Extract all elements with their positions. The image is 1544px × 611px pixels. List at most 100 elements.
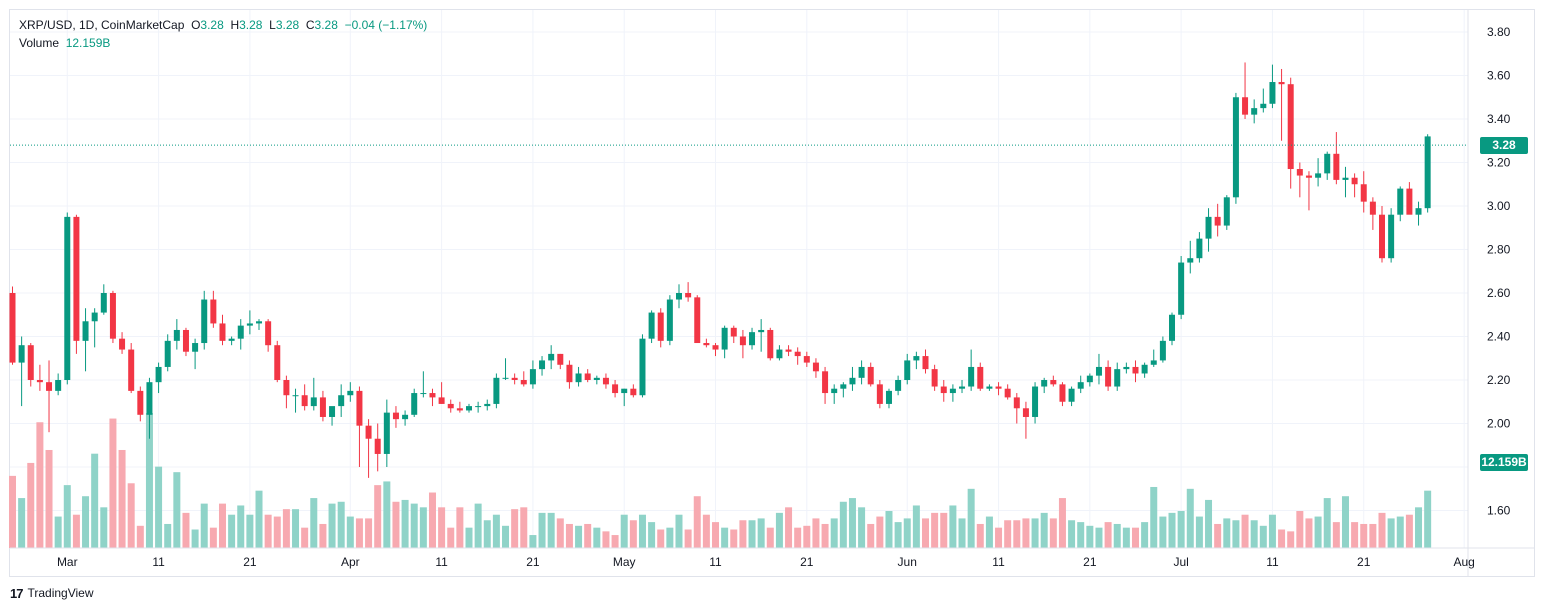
candle <box>1077 375 1084 394</box>
volume-bar <box>903 518 911 548</box>
volume-bar <box>419 507 427 548</box>
axis-separators <box>10 10 1534 576</box>
candle-body <box>721 327 728 350</box>
candle <box>447 399 454 413</box>
candle <box>1141 362 1148 378</box>
volume-bar <box>1396 516 1404 548</box>
volume-bar <box>629 520 637 548</box>
volume-bar <box>63 485 71 548</box>
candle-body <box>1342 177 1349 180</box>
candle-body <box>840 384 847 389</box>
volume-bar <box>940 512 948 548</box>
candle-body <box>128 349 135 391</box>
tradingview-branding[interactable]: 17 TradingView <box>10 584 94 602</box>
candle <box>1050 375 1057 387</box>
volume-bar <box>766 527 774 548</box>
candle <box>18 336 25 407</box>
volume-bar <box>520 507 528 548</box>
candle-body <box>1269 82 1276 104</box>
volume-bar <box>794 527 802 548</box>
candle <box>1059 382 1066 407</box>
candle <box>210 290 217 328</box>
candle-body <box>256 321 263 324</box>
candle <box>1123 362 1130 374</box>
candle <box>666 295 673 346</box>
candle <box>1424 134 1431 213</box>
last-volume-tag: 12.159B <box>1480 454 1528 471</box>
candle <box>1013 393 1020 424</box>
candle-body <box>767 329 774 359</box>
candle-body <box>895 380 902 391</box>
volume-bar <box>1387 518 1395 548</box>
candle <box>858 360 865 385</box>
candle <box>511 373 518 385</box>
candle-body <box>803 356 810 363</box>
open-label: O <box>191 18 201 32</box>
volume-bar <box>511 509 519 548</box>
candle-body <box>219 323 226 341</box>
candle-body <box>831 388 838 394</box>
candle-body <box>411 393 418 415</box>
candle-body <box>776 349 783 359</box>
time-tick-label: 11 <box>1266 555 1279 569</box>
candle <box>849 366 856 391</box>
candle <box>1369 197 1376 230</box>
candle <box>557 353 564 370</box>
volume-bar <box>1250 520 1258 548</box>
candle-body <box>1388 214 1395 259</box>
candle <box>1406 182 1413 215</box>
candle <box>64 212 71 385</box>
candle-body <box>575 373 582 383</box>
candle-body <box>1196 238 1203 259</box>
volume-bar <box>9 475 16 548</box>
candle-body <box>639 338 646 396</box>
price-tick-label: 3.80 <box>1487 25 1511 39</box>
candle <box>36 364 43 391</box>
volume-bar <box>556 518 564 548</box>
candle-body <box>1424 136 1431 209</box>
candle <box>310 377 317 411</box>
time-tick-label: 21 <box>243 555 257 569</box>
candle-body <box>539 360 546 370</box>
candle <box>1178 256 1185 320</box>
volume-bar <box>803 525 811 548</box>
volume-bar <box>237 505 245 548</box>
candle <box>1260 88 1267 113</box>
candle-body <box>1223 197 1230 226</box>
candle-body <box>602 377 609 385</box>
candle-body <box>1305 175 1312 178</box>
volume-bar <box>1223 518 1231 548</box>
candle <box>192 338 199 370</box>
candle-body <box>182 329 189 352</box>
candle-body <box>959 386 966 389</box>
candle-body <box>529 369 536 385</box>
candle <box>1159 336 1166 363</box>
candle <box>219 314 226 346</box>
candle <box>520 371 527 387</box>
time-tick-label: 21 <box>1083 555 1097 569</box>
candle-body <box>885 390 892 404</box>
candle <box>602 373 609 389</box>
candle <box>895 375 902 396</box>
volume-bar <box>1305 518 1313 548</box>
candle-body <box>621 388 628 394</box>
volume-bar <box>931 512 939 548</box>
candle-body <box>91 312 98 322</box>
candle <box>466 403 472 413</box>
candle <box>694 295 701 344</box>
candle <box>1205 208 1212 252</box>
time-tick-label: 11 <box>992 555 1005 569</box>
price-axis: 3.80 3.60 3.40 3.20 3.00 2.80 2.60 2.40 2.20 2.00… <box>1487 25 1511 518</box>
volume-bar <box>648 522 656 548</box>
volume-bar <box>383 481 391 548</box>
volume-bar <box>1332 522 1340 548</box>
candle-body <box>1296 169 1303 176</box>
price-tick-label: 2.40 <box>1487 330 1511 344</box>
candle <box>785 345 792 357</box>
volume-bar <box>976 523 984 548</box>
volume-bar <box>1405 514 1413 548</box>
candle-body <box>1150 360 1157 365</box>
candle-body <box>1032 386 1039 417</box>
volume-bar <box>1031 518 1039 548</box>
